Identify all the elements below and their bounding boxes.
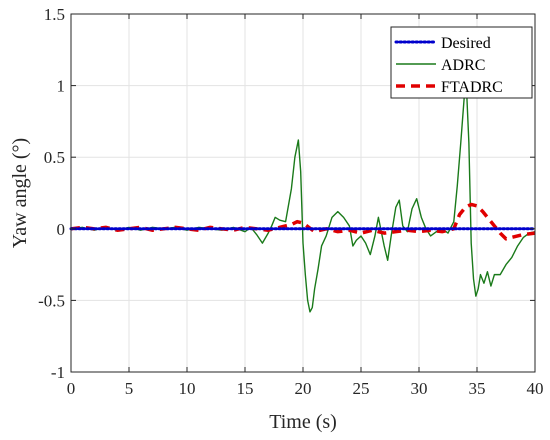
y-axis-label: Yaw angle (°) [9, 138, 31, 248]
x-tick-label: 15 [237, 379, 254, 398]
x-tick-label: 5 [125, 379, 134, 398]
y-tick-label: 0.5 [44, 148, 65, 167]
legend-label-adrc: ADRC [441, 57, 485, 74]
y-tick-label: 0 [57, 220, 66, 239]
x-tick-label: 40 [527, 379, 544, 398]
series-line-adrc [70, 89, 536, 313]
legend: Desired ADRC FTADRC [390, 26, 533, 99]
x-tick-label: 35 [469, 379, 486, 398]
x-tick-label: 10 [179, 379, 196, 398]
series-layer [69, 89, 537, 313]
y-tick-label: -0.5 [38, 291, 65, 310]
x-axis-label: Time (s) [269, 411, 337, 433]
y-tick-label: 1 [57, 77, 66, 96]
y-tick-label: -1 [51, 363, 65, 382]
x-tick-label: 30 [411, 379, 428, 398]
axis-ticks [70, 13, 536, 373]
x-tick-label: 25 [353, 379, 370, 398]
legend-label-desired: Desired [441, 35, 491, 52]
y-tick-label: 1.5 [44, 5, 65, 24]
x-tick-label: 0 [67, 379, 76, 398]
x-tick-label: 20 [295, 379, 312, 398]
tick-labels: 0 5 10 15 20 25 30 35 40 -1 -0.5 0 0.5 1 1.5 [38, 5, 543, 398]
legend-label-ftadrc: FTADRC [441, 79, 503, 96]
